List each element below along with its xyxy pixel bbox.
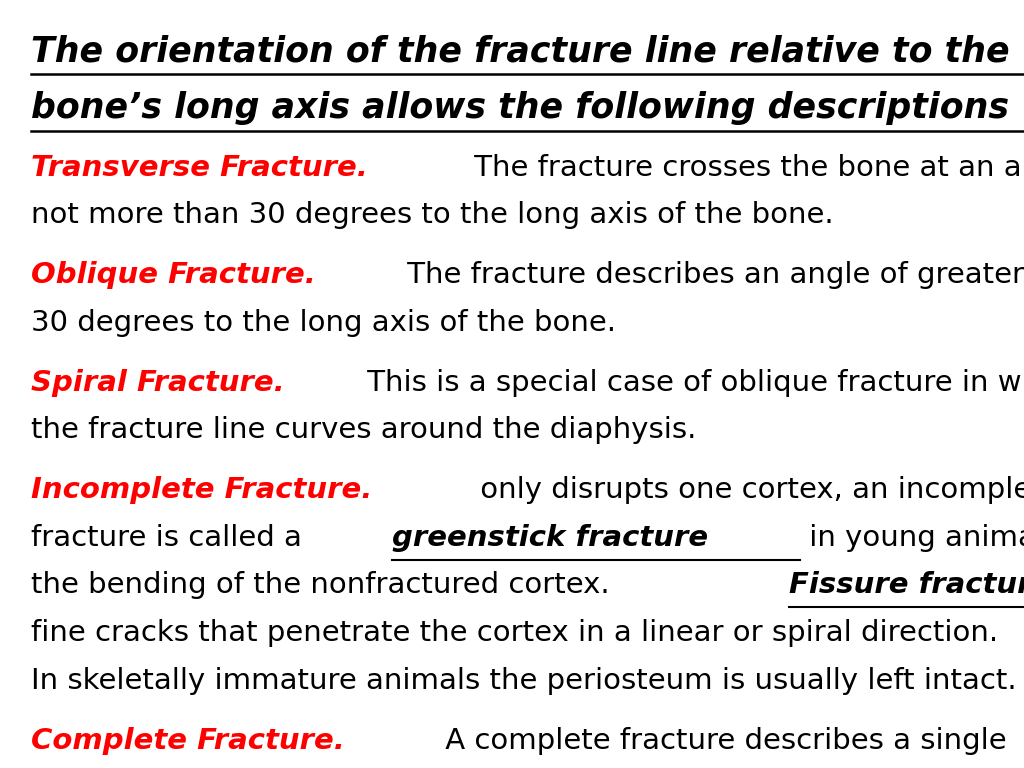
Text: The orientation of the fracture line relative to the: The orientation of the fracture line rel… (31, 35, 1010, 68)
Text: Fissure fractures: Fissure fractures (790, 571, 1024, 599)
Text: In skeletally immature animals the periosteum is usually left intact.: In skeletally immature animals the perio… (31, 667, 1017, 694)
Text: fine cracks that penetrate the cortex in a linear or spiral direction.: fine cracks that penetrate the cortex in… (31, 619, 997, 647)
Text: The fracture describes an angle of greater than: The fracture describes an angle of great… (398, 261, 1024, 289)
Text: Transverse Fracture.: Transverse Fracture. (31, 154, 368, 181)
Text: in young animals because of: in young animals because of (800, 524, 1024, 551)
Text: The fracture crosses the bone at an angle of: The fracture crosses the bone at an angl… (465, 154, 1024, 181)
Text: the bending of the nonfractured cortex.: the bending of the nonfractured cortex. (31, 571, 618, 599)
Text: Incomplete Fracture.: Incomplete Fracture. (31, 476, 372, 504)
Text: Spiral Fracture.: Spiral Fracture. (31, 369, 285, 396)
Text: 30 degrees to the long axis of the bone.: 30 degrees to the long axis of the bone. (31, 309, 615, 336)
Text: Oblique Fracture.: Oblique Fracture. (31, 261, 315, 289)
Text: Complete Fracture.: Complete Fracture. (31, 727, 345, 754)
Text: greenstick fracture: greenstick fracture (392, 524, 709, 551)
Text: the fracture line curves around the diaphysis.: the fracture line curves around the diap… (31, 416, 696, 444)
Text: fracture is called a: fracture is called a (31, 524, 311, 551)
Text: only disrupts one cortex, an incomplete: only disrupts one cortex, an incomplete (471, 476, 1024, 504)
Text: A complete fracture describes a single: A complete fracture describes a single (436, 727, 1007, 754)
Text: not more than 30 degrees to the long axis of the bone.: not more than 30 degrees to the long axi… (31, 201, 834, 229)
Text: bone’s long axis allows the following descriptions: bone’s long axis allows the following de… (31, 91, 1009, 124)
Text: This is a special case of oblique fracture in which: This is a special case of oblique fractu… (358, 369, 1024, 396)
